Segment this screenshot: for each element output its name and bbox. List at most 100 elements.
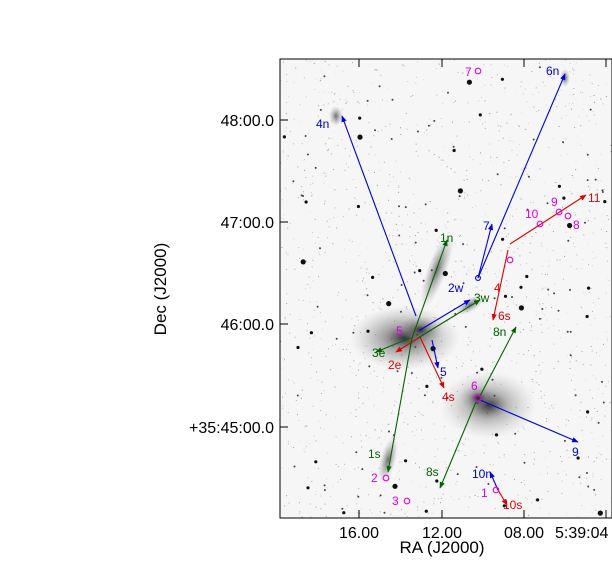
noise-speck [385, 212, 387, 214]
noise-speck [538, 62, 540, 64]
noise-speck [469, 331, 471, 333]
noise-speck [415, 82, 417, 84]
red-arrows [395, 194, 587, 506]
noise-speck [605, 317, 607, 319]
noise-speck [463, 197, 465, 199]
noise-speck [407, 423, 409, 425]
noise-speck [301, 516, 303, 518]
noise-speck [472, 352, 474, 354]
star [352, 331, 355, 334]
noise-speck [302, 299, 304, 301]
noise-speck [346, 189, 348, 190]
noise-speck [602, 220, 604, 222]
noise-speck [409, 226, 411, 228]
noise-speck [496, 156, 498, 158]
noise-speck [309, 211, 311, 212]
noise-speck [525, 496, 526, 498]
noise-speck [432, 400, 434, 402]
noise-speck [359, 92, 361, 93]
noise-speck [602, 393, 604, 395]
noise-speck [311, 349, 313, 350]
noise-speck [285, 102, 287, 103]
noise-speck [455, 218, 457, 220]
noise-speck [550, 76, 552, 78]
noise-speck [414, 261, 416, 263]
star [319, 108, 322, 111]
noise-speck [379, 170, 381, 171]
noise-speck [576, 323, 578, 325]
noise-speck [308, 284, 310, 286]
noise-speck [458, 198, 460, 200]
noise-speck [414, 235, 416, 237]
noise-speck [298, 513, 300, 514]
noise-speck [395, 244, 397, 246]
noise-speck [569, 228, 571, 230]
noise-speck [541, 498, 543, 500]
noise-speck [462, 72, 464, 74]
label-10n: 10n [472, 467, 492, 481]
star [293, 465, 296, 468]
noise-speck [594, 317, 596, 319]
noise-speck [608, 381, 609, 383]
noise-speck [316, 301, 318, 303]
noise-speck [445, 227, 447, 229]
noise-speck [281, 247, 283, 248]
noise-speck [528, 514, 530, 516]
noise-speck [440, 502, 441, 504]
noise-speck [454, 148, 456, 150]
noise-speck [420, 222, 422, 224]
noise-speck [416, 429, 418, 431]
noise-speck [318, 276, 320, 277]
noise-speck [505, 223, 507, 225]
noise-speck [567, 355, 569, 356]
noise-speck [411, 374, 413, 376]
star [300, 259, 306, 265]
star [304, 135, 307, 137]
noise-speck [552, 250, 554, 252]
image-field [280, 59, 612, 518]
noise-speck [314, 218, 316, 220]
noise-speck [468, 294, 470, 296]
noise-speck [375, 475, 377, 477]
noise-speck [433, 500, 435, 502]
noise-speck [450, 168, 452, 170]
noise-speck [356, 503, 358, 505]
noise-speck [399, 470, 401, 472]
noise-speck [320, 70, 322, 72]
noise-speck [456, 135, 458, 137]
x-tick-label: 12.00 [422, 525, 462, 542]
noise-speck [580, 482, 582, 484]
noise-speck [379, 302, 381, 303]
noise-speck [586, 115, 588, 117]
noise-speck [281, 467, 283, 469]
noise-speck [299, 104, 301, 106]
noise-speck [491, 77, 493, 78]
noise-speck [309, 301, 311, 303]
noise-speck [383, 387, 384, 389]
noise-speck [561, 480, 563, 482]
noise-speck [440, 498, 442, 499]
noise-speck [551, 405, 553, 407]
noise-speck [558, 126, 560, 127]
noise-speck [364, 202, 366, 204]
noise-speck [566, 312, 568, 314]
noise-speck [370, 146, 372, 148]
noise-speck [448, 449, 450, 451]
noise-speck [466, 478, 468, 480]
noise-speck [547, 472, 548, 474]
star [569, 354, 572, 357]
noise-speck [297, 414, 298, 416]
noise-speck [519, 150, 521, 152]
noise-speck [355, 374, 357, 376]
label-4s: 4s [442, 390, 455, 404]
noise-speck [357, 467, 359, 469]
noise-speck [337, 103, 339, 105]
label-3-magenta: 3 [392, 494, 399, 508]
noise-speck [595, 378, 597, 380]
noise-speck [391, 412, 393, 414]
noise-speck [489, 345, 491, 347]
noise-speck [530, 344, 532, 346]
noise-speck [396, 236, 398, 238]
noise-speck [531, 325, 533, 327]
noise-speck [411, 431, 413, 433]
